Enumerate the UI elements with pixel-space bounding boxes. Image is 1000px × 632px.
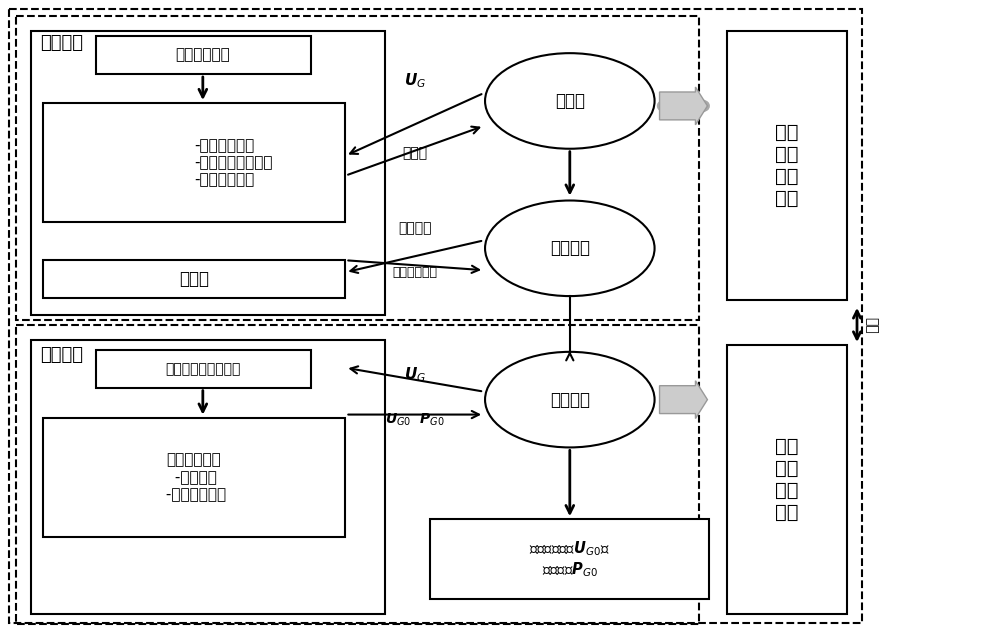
FancyArrow shape <box>660 87 707 125</box>
Bar <box>430 519 709 599</box>
Text: 机组
出力
状态
变量: 机组 出力 状态 变量 <box>775 437 799 522</box>
Text: 离散变量识别: 离散变量识别 <box>175 47 230 63</box>
Ellipse shape <box>485 200 655 296</box>
Bar <box>96 350 311 387</box>
Text: 表征集合: 表征集合 <box>550 240 590 257</box>
Bar <box>43 418 345 537</box>
Text: 解空间: 解空间 <box>555 92 585 110</box>
Text: 粗糙模型: 粗糙模型 <box>40 34 83 52</box>
Text: -功率平衡约束
-最小启停时间约束
-机组爬坡约束: -功率平衡约束 -最小启停时间约束 -机组爬坡约束 <box>194 138 272 188</box>
Bar <box>31 340 385 614</box>
Bar <box>43 260 345 298</box>
Text: 精确模型: 精确模型 <box>40 346 83 364</box>
Text: 最优启停方案$\boldsymbol{U}_{G0}$、
机组出力$\boldsymbol{P}_{G0}$: 最优启停方案$\boldsymbol{U}_{G0}$、 机组出力$\bolds… <box>529 539 610 579</box>
Text: 相关参数: 相关参数 <box>398 221 432 235</box>
Bar <box>727 31 847 300</box>
Text: $\boldsymbol{U}_G$: $\boldsymbol{U}_G$ <box>404 365 426 384</box>
FancyArrow shape <box>660 380 707 418</box>
Text: $\boldsymbol{U}_{G0}$  $\boldsymbol{P}_{G0}$: $\boldsymbol{U}_{G0}$ $\boldsymbol{P}_{G… <box>385 411 445 428</box>
Text: 解耦: 解耦 <box>864 317 878 333</box>
Bar <box>43 103 345 222</box>
Bar <box>96 36 311 74</box>
Text: 选定集合: 选定集合 <box>550 391 590 409</box>
Text: 表征集合大小: 表征集合大小 <box>393 265 438 279</box>
Bar <box>31 31 385 315</box>
Bar <box>16 325 699 624</box>
Bar <box>9 9 862 623</box>
Text: $\boldsymbol{U}_G$: $\boldsymbol{U}_G$ <box>404 71 426 90</box>
Text: 盲选法: 盲选法 <box>179 270 209 288</box>
Text: 非有效安全约束识别: 非有效安全约束识别 <box>165 362 241 376</box>
Bar <box>16 16 699 320</box>
Ellipse shape <box>485 53 655 149</box>
Text: 机组
启停
状态
变量: 机组 启停 状态 变量 <box>775 123 799 208</box>
Text: 预筛选: 预筛选 <box>403 146 428 160</box>
Bar <box>727 345 847 614</box>
Ellipse shape <box>485 352 655 447</box>
Text: 机组费用最小
 -安全约束
 -机组出力约束: 机组费用最小 -安全约束 -机组出力约束 <box>161 453 226 502</box>
